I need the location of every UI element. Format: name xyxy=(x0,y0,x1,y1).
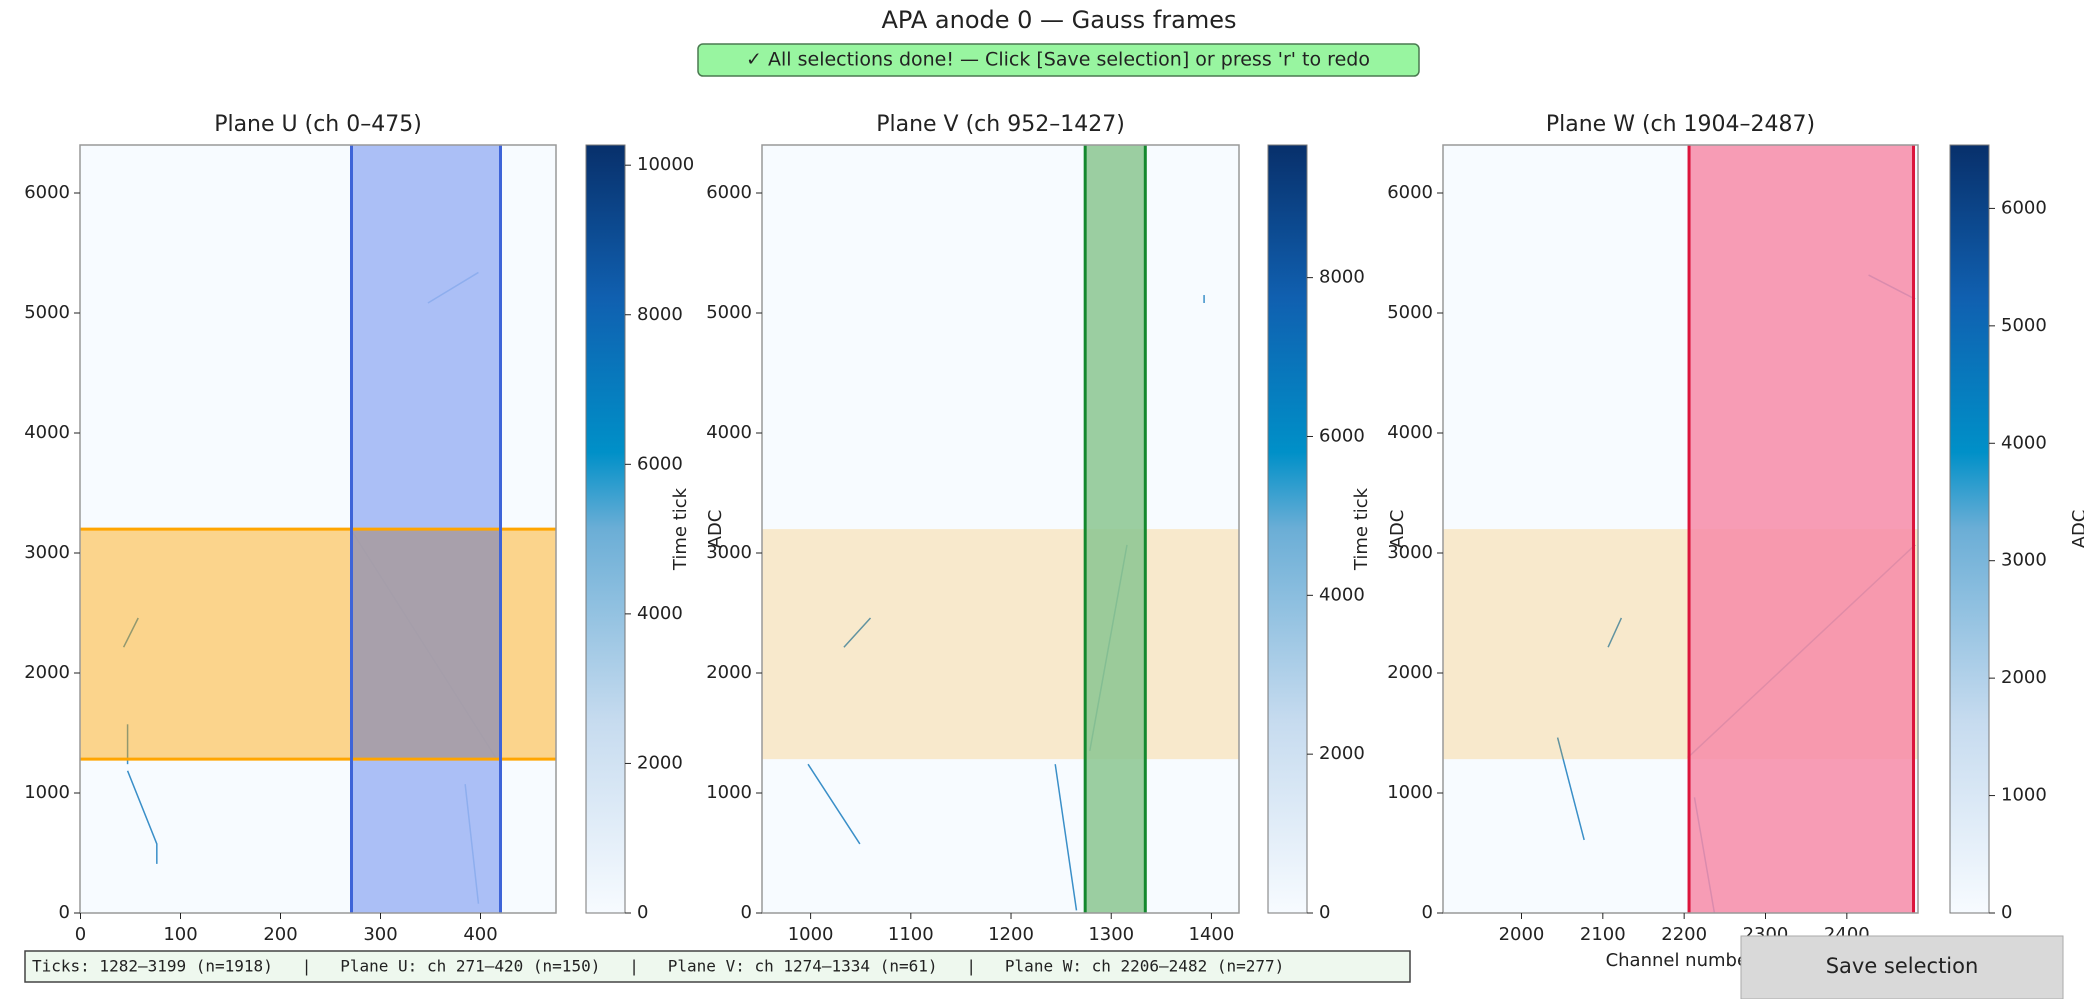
x-tick-label: 1400 xyxy=(1189,924,1235,945)
colorbar-tick-label: 6000 xyxy=(1319,425,1365,446)
y-tick-label: 1000 xyxy=(1387,782,1433,803)
summary-box xyxy=(24,950,1411,983)
track xyxy=(1054,764,1078,911)
status-banner xyxy=(697,43,1420,77)
x-tick-label: 1000 xyxy=(788,924,834,945)
plot-frame xyxy=(79,144,557,914)
y-tick-label: 3000 xyxy=(24,542,70,563)
colorbar-tick-label: 6000 xyxy=(637,453,683,474)
plot-background xyxy=(762,145,1239,913)
track xyxy=(122,617,139,648)
x-tick-label: 300 xyxy=(363,924,397,945)
y-tick-label: 3000 xyxy=(706,542,752,563)
y-tick-label: 6000 xyxy=(1387,182,1433,203)
colorbar-tick-label: 2000 xyxy=(637,752,683,773)
y-tick-label: 0 xyxy=(1422,902,1433,923)
tick-band xyxy=(762,529,1239,760)
x-tick-label: 0 xyxy=(75,924,86,945)
y-tick-label: 2000 xyxy=(24,662,70,683)
save-button[interactable] xyxy=(1740,935,2064,999)
x-tick-label: 2200 xyxy=(1661,924,1707,945)
status-text: ✓ All selections done! — Click [Save sel… xyxy=(746,49,1370,71)
track xyxy=(1556,737,1585,841)
x-tick-label: 1100 xyxy=(888,924,934,945)
y-tick-label: 5000 xyxy=(1387,302,1433,323)
y-tick-label: 3000 xyxy=(1387,542,1433,563)
plot-frame xyxy=(1442,144,1919,914)
overlap xyxy=(351,529,501,760)
colorbar-label: ADC xyxy=(2069,510,2084,549)
y-axis-label: Time tick xyxy=(670,487,691,571)
colorbar-tick-label: 2000 xyxy=(1319,743,1365,764)
colorbar xyxy=(1949,144,1990,914)
x-tick-label: 1200 xyxy=(988,924,1034,945)
colorbar-tick-label: 0 xyxy=(1319,902,1330,923)
save-button-label[interactable]: Save selection xyxy=(1826,954,1979,978)
y-tick-label: 6000 xyxy=(24,182,70,203)
colorbar-tick-label: 4000 xyxy=(2001,432,2047,453)
colorbar-tick-label: 10000 xyxy=(637,154,694,175)
panel-title: Plane U (ch 0–475) xyxy=(214,112,422,137)
x-tick-label: 100 xyxy=(163,924,197,945)
colorbar xyxy=(1267,144,1308,914)
colorbar-tick-label: 8000 xyxy=(1319,267,1365,288)
y-tick-label: 5000 xyxy=(24,302,70,323)
x-axis-label: Channel number xyxy=(1606,950,1756,971)
panel-title: Plane W (ch 1904–2487) xyxy=(1546,112,1815,137)
colorbar-tick-label: 4000 xyxy=(1319,584,1365,605)
y-tick-label: 4000 xyxy=(706,422,752,443)
track xyxy=(126,770,158,864)
panel-title: Plane V (ch 952–1427) xyxy=(876,112,1125,137)
colorbar-tick-label: 5000 xyxy=(2001,315,2047,336)
track xyxy=(807,763,861,845)
colorbar-tick-label: 0 xyxy=(637,902,648,923)
colorbar-label: ADC xyxy=(1387,510,1408,549)
colorbar-label: ADC xyxy=(705,510,726,549)
x-tick-label: 1300 xyxy=(1088,924,1134,945)
y-tick-label: 0 xyxy=(59,902,70,923)
y-tick-label: 1000 xyxy=(706,782,752,803)
y-tick-label: 4000 xyxy=(24,422,70,443)
page-title: APA anode 0 — Gauss frames xyxy=(882,6,1237,34)
x-tick-label: 200 xyxy=(263,924,297,945)
channel-band xyxy=(1085,145,1146,913)
plot-frame xyxy=(761,144,1240,914)
y-tick-label: 1000 xyxy=(24,782,70,803)
y-tick-label: 5000 xyxy=(706,302,752,323)
colorbar-tick-label: 2000 xyxy=(2001,667,2047,688)
track xyxy=(1607,617,1623,648)
y-tick-label: 2000 xyxy=(706,662,752,683)
colorbar-tick-label: 0 xyxy=(2001,902,2012,923)
x-tick-label: 400 xyxy=(463,924,497,945)
x-tick-label: 2000 xyxy=(1499,924,1545,945)
colorbar-tick-label: 3000 xyxy=(2001,550,2047,571)
y-tick-label: 2000 xyxy=(1387,662,1433,683)
summary-text: Ticks: 1282–3199 (n=1918) | Plane U: ch … xyxy=(32,957,1284,976)
y-axis-label: Time tick xyxy=(1351,487,1372,571)
y-tick-label: 4000 xyxy=(1387,422,1433,443)
x-tick-label: 2100 xyxy=(1580,924,1626,945)
colorbar-tick-label: 6000 xyxy=(2001,197,2047,218)
colorbar xyxy=(585,144,626,914)
track xyxy=(843,617,872,648)
colorbar-tick-label: 4000 xyxy=(637,603,683,624)
colorbar-tick-label: 8000 xyxy=(637,304,683,325)
y-tick-label: 6000 xyxy=(706,182,752,203)
channel-band xyxy=(1689,145,1914,913)
colorbar-tick-label: 1000 xyxy=(2001,785,2047,806)
y-tick-label: 0 xyxy=(741,902,752,923)
